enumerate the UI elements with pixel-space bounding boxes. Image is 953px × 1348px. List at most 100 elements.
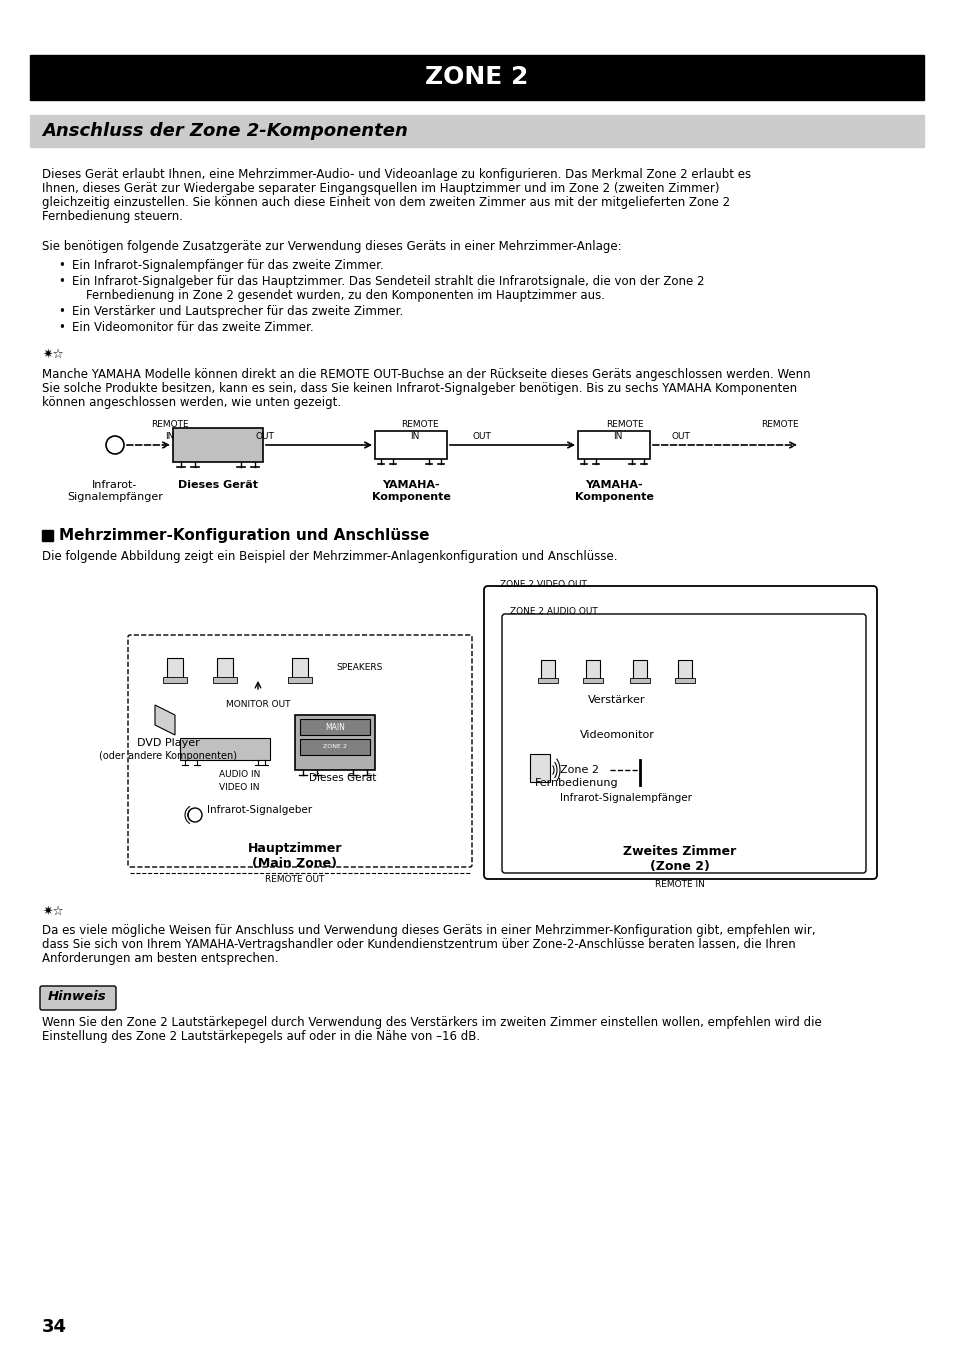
Text: OUT: OUT [255, 431, 274, 441]
Text: Zweites Zimmer: Zweites Zimmer [622, 845, 736, 857]
Text: Mehrzimmer-Konfiguration und Anschlüsse: Mehrzimmer-Konfiguration und Anschlüsse [59, 528, 429, 543]
Text: Infrarot-Signalgeber: Infrarot-Signalgeber [207, 805, 312, 816]
Text: (oder andere Komponenten): (oder andere Komponenten) [99, 751, 236, 762]
Text: ZONE 2: ZONE 2 [425, 66, 528, 89]
Text: Infrarot-: Infrarot- [92, 480, 137, 491]
Text: Ein Verstärker und Lautsprecher für das zweite Zimmer.: Ein Verstärker und Lautsprecher für das … [71, 305, 403, 318]
Text: Verstärker: Verstärker [588, 696, 645, 705]
Text: •: • [58, 275, 65, 288]
Text: Da es viele mögliche Weisen für Anschluss und Verwendung dieses Geräts in einer : Da es viele mögliche Weisen für Anschlus… [42, 923, 815, 937]
Bar [288, 677, 312, 683]
Text: 34: 34 [42, 1318, 67, 1336]
Text: Dieses Gerät erlaubt Ihnen, eine Mehrzimmer-Audio- und Videoanlage zu konfigurie: Dieses Gerät erlaubt Ihnen, eine Mehrzim… [42, 168, 750, 181]
Text: REMOTE: REMOTE [605, 421, 643, 429]
Text: Ein Infrarot-Signalempfänger für das zweite Zimmer.: Ein Infrarot-Signalempfänger für das zwe… [71, 259, 383, 272]
Bar [172, 429, 263, 462]
Text: Sie solche Produkte besitzen, kann es sein, dass Sie keinen Infrarot-Signalgeber: Sie solche Produkte besitzen, kann es se… [42, 381, 797, 395]
Bar [299, 739, 370, 755]
Bar [42, 530, 53, 541]
Text: •: • [58, 305, 65, 318]
Text: ✷☆: ✷☆ [42, 348, 64, 361]
Text: VIDEO IN: VIDEO IN [219, 783, 260, 793]
Bar [213, 677, 236, 683]
Text: Anschluss der Zone 2-Komponenten: Anschluss der Zone 2-Komponenten [42, 123, 408, 140]
Text: Dieses Gerät: Dieses Gerät [309, 772, 376, 783]
Bar [582, 678, 602, 683]
Text: MONITOR OUT: MONITOR OUT [226, 700, 290, 709]
Text: Hinweis: Hinweis [48, 991, 107, 1003]
Text: MAIN: MAIN [325, 723, 345, 732]
Bar [578, 431, 649, 460]
Text: AUDIO IN: AUDIO IN [218, 770, 260, 779]
Text: REMOTE: REMOTE [760, 421, 798, 429]
Bar [675, 678, 695, 683]
Bar [678, 661, 691, 679]
Text: SPEAKERS: SPEAKERS [335, 663, 382, 673]
Bar [163, 677, 187, 683]
Text: Fernbedienung in Zone 2 gesendet wurden, zu den Komponenten im Hauptzimmer aus.: Fernbedienung in Zone 2 gesendet wurden,… [86, 288, 604, 302]
Bar [537, 678, 558, 683]
Bar [30, 115, 923, 147]
Text: YAMAHA-: YAMAHA- [584, 480, 642, 491]
Text: Videomonitor: Videomonitor [579, 731, 654, 740]
Text: OUT: OUT [472, 431, 491, 441]
Text: Zone 2: Zone 2 [559, 766, 598, 775]
Text: •: • [58, 321, 65, 334]
Bar [540, 661, 555, 679]
Text: Hauptzimmer: Hauptzimmer [248, 842, 342, 855]
FancyBboxPatch shape [483, 586, 876, 879]
Text: Sie benötigen folgende Zusatzgeräte zur Verwendung dieses Geräts in einer Mehrzi: Sie benötigen folgende Zusatzgeräte zur … [42, 240, 621, 253]
Bar [299, 718, 370, 735]
Text: REMOTE IN: REMOTE IN [655, 880, 704, 888]
Text: Ihnen, dieses Gerät zur Wiedergabe separater Eingangsquellen im Hauptzimmer und : Ihnen, dieses Gerät zur Wiedergabe separ… [42, 182, 719, 195]
Text: IN: IN [613, 431, 622, 441]
Text: dass Sie sich von Ihrem YAMAHA-Vertragshandler oder Kundendienstzentrum über Zon: dass Sie sich von Ihrem YAMAHA-Vertragsh… [42, 938, 795, 950]
Bar [180, 737, 270, 760]
Text: Dieses Gerät: Dieses Gerät [178, 480, 257, 491]
Text: Komponente: Komponente [574, 492, 653, 501]
FancyBboxPatch shape [128, 635, 472, 867]
Bar [530, 754, 550, 782]
Text: ZONE 2 VIDEO OUT: ZONE 2 VIDEO OUT [499, 580, 586, 589]
Text: ZONE 2: ZONE 2 [323, 744, 347, 749]
Text: IN: IN [410, 431, 419, 441]
Text: Fernbedienung steuern.: Fernbedienung steuern. [42, 210, 183, 222]
Bar [167, 658, 183, 679]
Bar [629, 678, 649, 683]
Text: Komponente: Komponente [371, 492, 450, 501]
Text: DVD Player: DVD Player [136, 737, 199, 748]
Text: Manche YAMAHA Modelle können direkt an die REMOTE OUT-Buchse an der Rückseite di: Manche YAMAHA Modelle können direkt an d… [42, 368, 810, 381]
FancyBboxPatch shape [40, 985, 116, 1010]
Bar [585, 661, 599, 679]
Text: OUT: OUT [671, 431, 690, 441]
Bar [30, 55, 923, 100]
Bar [633, 661, 646, 679]
Text: können angeschlossen werden, wie unten gezeigt.: können angeschlossen werden, wie unten g… [42, 396, 341, 408]
Bar [375, 431, 447, 460]
Text: REMOTE: REMOTE [151, 421, 189, 429]
Text: IN: IN [165, 431, 174, 441]
Text: •: • [58, 259, 65, 272]
Text: (Main Zone): (Main Zone) [253, 857, 337, 869]
Text: ZONE 2 AUDIO OUT: ZONE 2 AUDIO OUT [510, 607, 598, 616]
Text: Ein Videomonitor für das zweite Zimmer.: Ein Videomonitor für das zweite Zimmer. [71, 321, 314, 334]
Text: Anforderungen am besten entsprechen.: Anforderungen am besten entsprechen. [42, 952, 278, 965]
Text: REMOTE: REMOTE [401, 421, 438, 429]
FancyBboxPatch shape [501, 613, 865, 874]
Text: REMOTE OUT: REMOTE OUT [265, 875, 324, 884]
Text: Signalempfänger: Signalempfänger [67, 492, 163, 501]
Text: Wenn Sie den Zone 2 Lautstärkepegel durch Verwendung des Verstärkers im zweiten : Wenn Sie den Zone 2 Lautstärkepegel durc… [42, 1016, 821, 1029]
Text: gleichzeitig einzustellen. Sie können auch diese Einheit von dem zweiten Zimmer : gleichzeitig einzustellen. Sie können au… [42, 195, 729, 209]
Polygon shape [154, 705, 174, 735]
Text: Fernbedienung: Fernbedienung [535, 778, 618, 789]
Text: Ein Infrarot-Signalgeber für das Hauptzimmer. Das Sendeteil strahlt die Infrarot: Ein Infrarot-Signalgeber für das Hauptzi… [71, 275, 703, 288]
Text: Einstellung des Zone 2 Lautstärkepegels auf oder in die Nähe von –16 dB.: Einstellung des Zone 2 Lautstärkepegels … [42, 1030, 479, 1043]
Text: YAMAHA-: YAMAHA- [382, 480, 439, 491]
Bar [294, 714, 375, 770]
Text: Die folgende Abbildung zeigt ein Beispiel der Mehrzimmer-Anlagenkonfiguration un: Die folgende Abbildung zeigt ein Beispie… [42, 550, 617, 563]
Bar [292, 658, 308, 679]
Text: Infrarot-Signalempfänger: Infrarot-Signalempfänger [559, 793, 691, 803]
Text: (Zone 2): (Zone 2) [649, 860, 709, 874]
Text: ✷☆: ✷☆ [42, 905, 64, 918]
Bar [216, 658, 233, 679]
